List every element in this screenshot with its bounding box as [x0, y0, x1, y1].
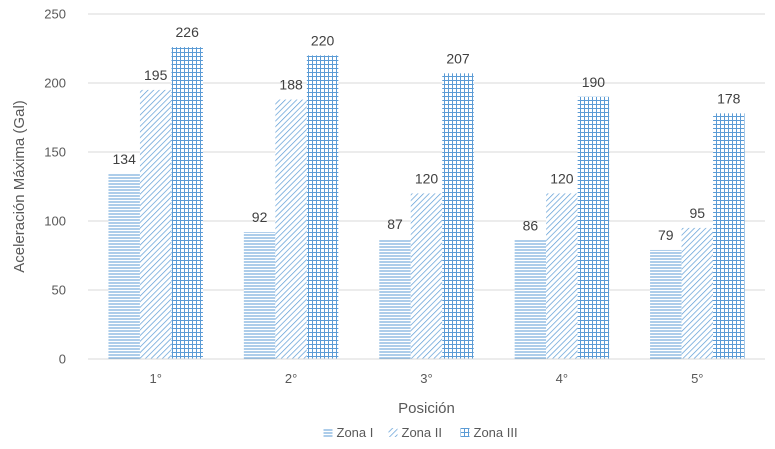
y-axis-ticks: 0 50 100 150 200 250 — [44, 7, 66, 367]
bar — [514, 240, 547, 359]
y-axis-title: Aceleración Máxima (Gal) — [11, 100, 28, 273]
x-axis-ticks: 1° 2° 3° 4° 5° — [149, 371, 703, 386]
data-label: 134 — [113, 151, 137, 167]
y-tick-label: 150 — [44, 145, 66, 160]
y-tick-label: 100 — [44, 214, 66, 229]
bar — [243, 232, 276, 359]
data-label: 188 — [279, 77, 303, 93]
y-tick-label: 250 — [44, 7, 66, 22]
data-label: 220 — [311, 32, 335, 48]
data-label: 190 — [582, 74, 606, 90]
legend-swatch — [388, 428, 398, 437]
bar — [108, 174, 140, 359]
data-label: 195 — [144, 67, 168, 83]
data-label: 207 — [446, 50, 470, 66]
x-tick-label: 4° — [556, 371, 568, 386]
bars — [108, 47, 745, 360]
data-label: 226 — [176, 24, 200, 40]
bar — [171, 47, 203, 360]
data-labels: 134 195 226 92 188 220 87 120 207 86 120 190 79 95 178 — [113, 24, 741, 243]
data-label: 178 — [717, 90, 741, 106]
bar — [713, 113, 745, 359]
bar — [546, 193, 578, 359]
legend-label: Zona II — [402, 425, 442, 440]
bar — [650, 249, 682, 359]
x-axis-title: Posición — [398, 400, 455, 417]
x-tick-label: 5° — [691, 371, 703, 386]
data-label: 86 — [523, 217, 539, 233]
legend-label: Zona III — [474, 425, 518, 440]
x-tick-label: 2° — [285, 371, 297, 386]
data-label: 95 — [690, 205, 706, 221]
data-label: 120 — [550, 170, 574, 186]
legend: Zona I Zona II Zona III — [323, 425, 518, 440]
legend-label: Zona I — [337, 425, 374, 440]
legend-swatch — [460, 428, 470, 437]
data-label: 120 — [415, 170, 439, 186]
y-tick-label: 50 — [52, 283, 66, 298]
bar — [139, 89, 172, 360]
data-label: 87 — [387, 216, 403, 232]
legend-swatch — [323, 428, 333, 437]
bar — [306, 55, 339, 360]
y-tick-label: 0 — [59, 352, 66, 367]
bar — [577, 96, 610, 360]
bar — [275, 99, 307, 359]
x-tick-label: 1° — [149, 371, 161, 386]
y-tick-label: 200 — [44, 76, 66, 91]
bar — [379, 238, 411, 359]
x-tick-label: 3° — [420, 371, 432, 386]
data-label: 79 — [658, 227, 674, 243]
data-label: 92 — [252, 209, 268, 225]
bar — [442, 73, 474, 359]
bar — [681, 227, 714, 359]
bar — [410, 193, 443, 359]
